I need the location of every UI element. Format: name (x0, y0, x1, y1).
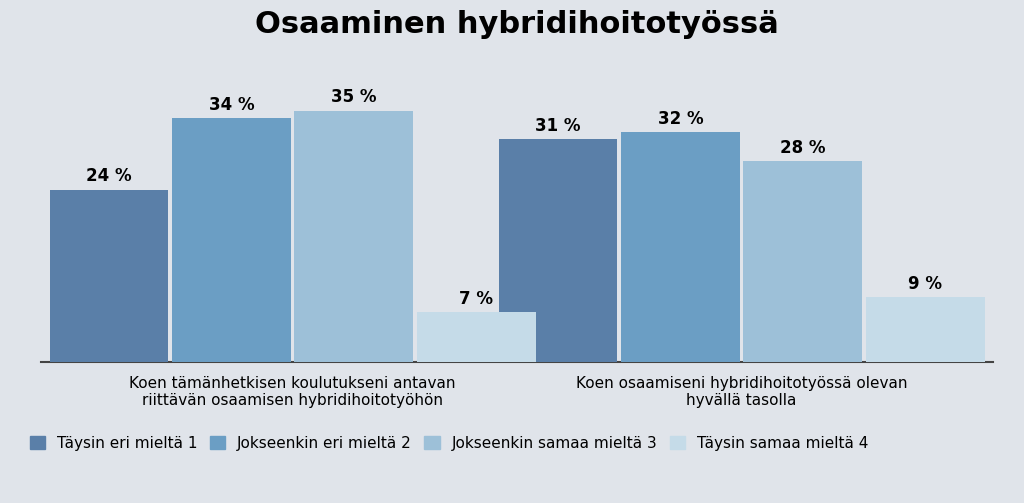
Text: 31 %: 31 % (536, 117, 581, 135)
Title: Osaaminen hybridihoitotyössä: Osaaminen hybridihoitotyössä (255, 10, 779, 39)
Text: 9 %: 9 % (908, 275, 942, 293)
Bar (743, 161, 862, 362)
Text: 28 %: 28 % (780, 139, 825, 156)
Text: 35 %: 35 % (331, 89, 377, 106)
Bar (499, 139, 617, 362)
Bar (49, 190, 168, 362)
Legend: Täysin eri mieltä 1, Jokseenkin eri mieltä 2, Jokseenkin samaa mieltä 3, Täysin : Täysin eri mieltä 1, Jokseenkin eri miel… (30, 436, 868, 451)
Bar (621, 132, 739, 362)
Bar (172, 118, 291, 362)
Bar (866, 297, 985, 362)
Text: 7 %: 7 % (460, 290, 494, 307)
Bar (417, 312, 536, 362)
Text: 32 %: 32 % (657, 110, 703, 128)
Text: 24 %: 24 % (86, 167, 132, 186)
Text: 34 %: 34 % (209, 96, 254, 114)
Bar (295, 111, 414, 362)
